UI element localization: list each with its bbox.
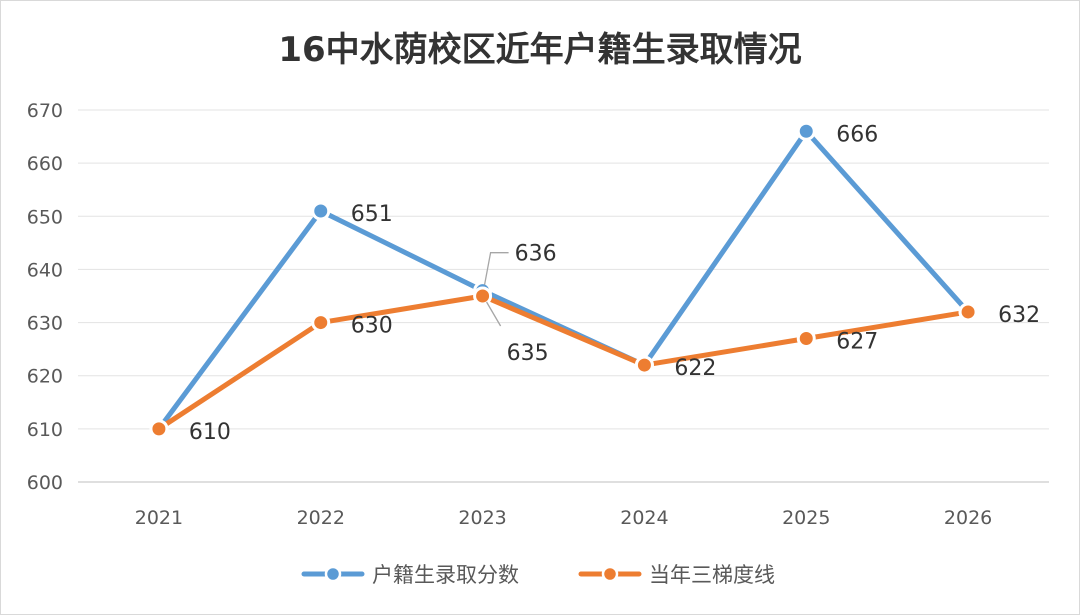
y-tick-label: 670 — [27, 100, 63, 122]
legend-label: 当年三梯度线 — [649, 563, 775, 587]
chart-title: 16中水荫校区近年户籍生录取情况 — [278, 30, 801, 70]
data-label: 630 — [351, 314, 393, 339]
data-label: 636 — [515, 242, 557, 267]
y-tick-label: 620 — [27, 366, 63, 388]
y-tick-label: 600 — [27, 472, 63, 494]
series-lines — [149, 121, 978, 439]
series-line-1 — [156, 293, 971, 432]
label-leaders — [483, 252, 509, 327]
x-tick-label: 2025 — [782, 507, 830, 529]
data-label: 666 — [836, 122, 878, 147]
x-tick-label: 2022 — [297, 507, 345, 529]
y-tick-label: 640 — [27, 259, 63, 281]
data-point — [149, 419, 169, 439]
y-axis: 600 610 620 630 640 650 660 670 — [27, 100, 63, 494]
x-axis: 2021 2022 2023 2024 2025 2026 — [135, 507, 993, 529]
x-tick-label: 2026 — [944, 507, 992, 529]
data-label: 610 — [189, 420, 231, 445]
legend-swatch-marker — [601, 565, 619, 583]
y-tick-label: 610 — [27, 419, 63, 441]
data-point — [473, 286, 493, 306]
leader-line — [486, 301, 502, 327]
data-label: 651 — [351, 202, 393, 227]
legend-swatch-marker — [324, 565, 342, 583]
series-line-0 — [156, 128, 971, 432]
data-label: 622 — [674, 356, 716, 381]
data-label: 627 — [836, 330, 878, 355]
data-point — [311, 313, 331, 333]
x-tick-label: 2024 — [620, 507, 668, 529]
data-label: 632 — [998, 303, 1040, 328]
data-point — [796, 329, 816, 349]
data-point — [958, 302, 978, 322]
x-tick-label: 2023 — [458, 507, 506, 529]
data-point — [634, 355, 654, 375]
data-point — [796, 121, 816, 141]
legend-label: 户籍生录取分数 — [372, 563, 519, 587]
y-tick-label: 650 — [27, 206, 63, 228]
data-point — [311, 201, 331, 221]
data-label: 635 — [507, 341, 549, 366]
y-tick-label: 630 — [27, 313, 63, 335]
x-tick-label: 2021 — [135, 507, 183, 529]
leader-line — [483, 252, 509, 285]
legend: 户籍生录取分数 当年三梯度线 — [301, 563, 775, 587]
data-labels: 651 636 666 610 630 635 622 627 632 — [189, 122, 1040, 445]
y-tick-label: 660 — [27, 153, 63, 175]
